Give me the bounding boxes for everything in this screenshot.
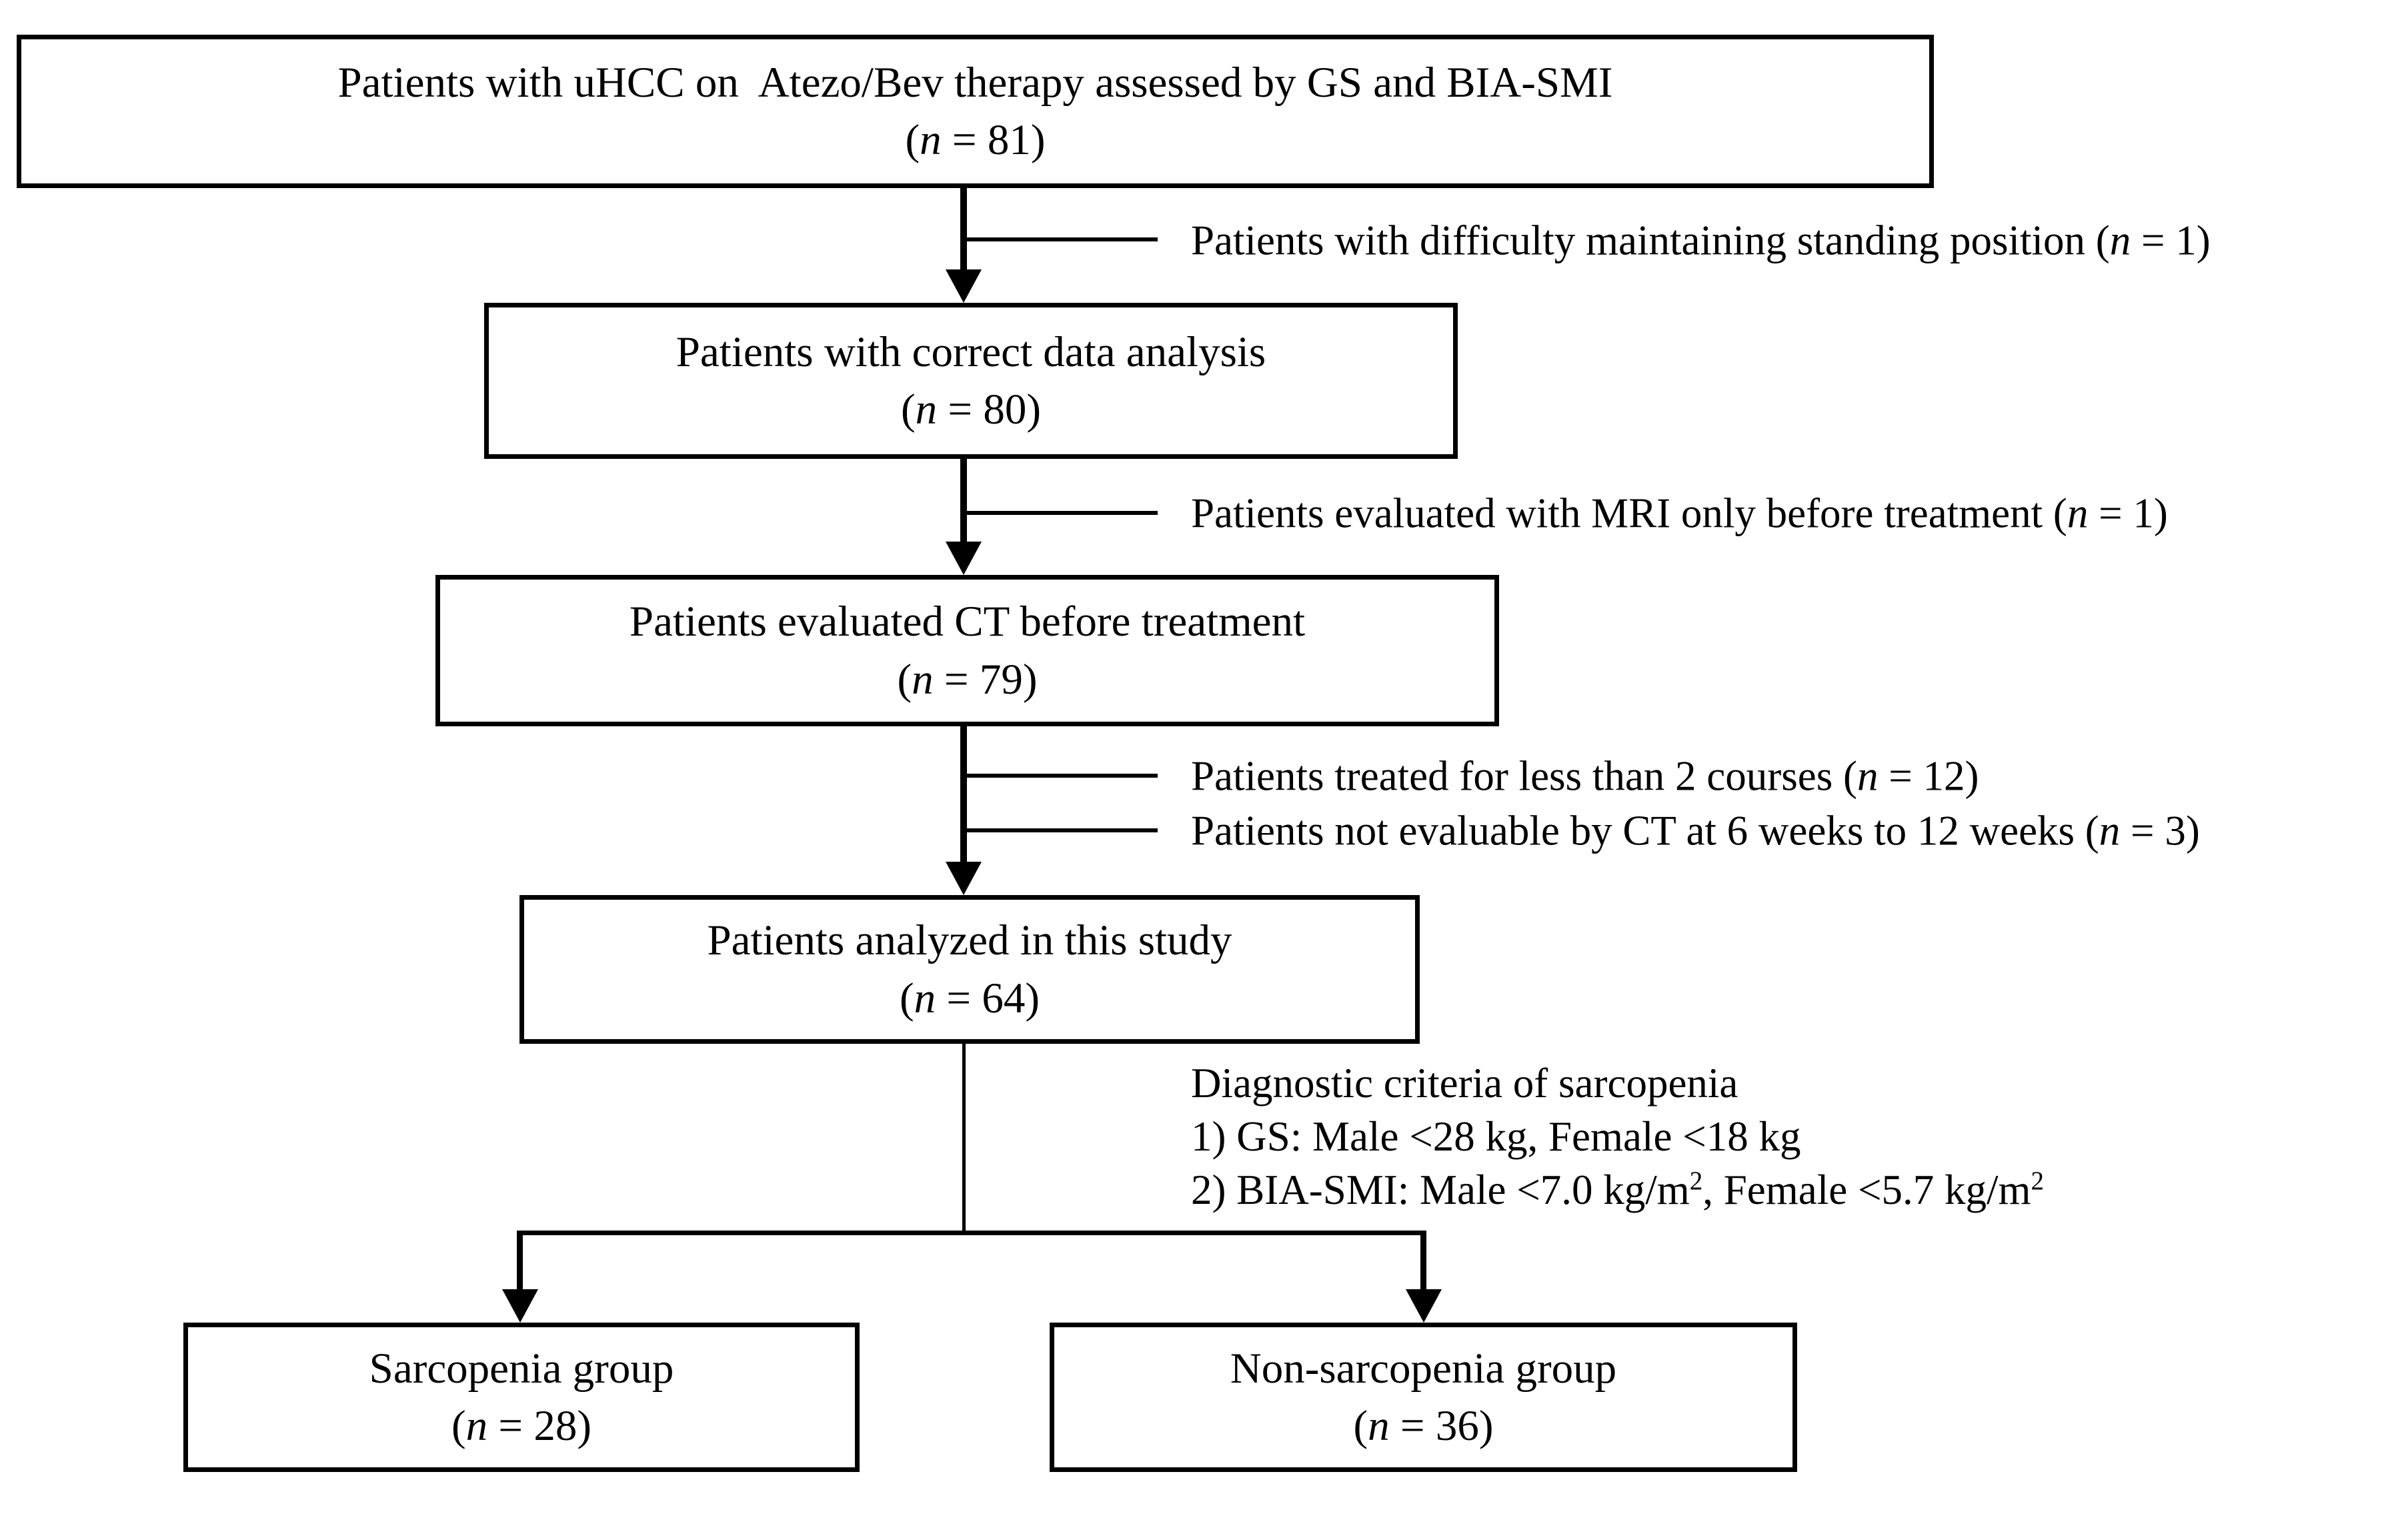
connector-analyzed-to-split (962, 1044, 966, 1233)
node-count: (n = 64) (900, 974, 1040, 1022)
node-count: (n = 79) (897, 655, 1038, 704)
connector-correct-to-ct (960, 459, 967, 543)
node-non-sarcopenia-group: Non-sarcopenia group (n = 36) (1050, 1323, 1797, 1472)
connector-split-to-non-sarcopenia (1420, 1233, 1426, 1291)
connector-uhcc-to-correct (960, 188, 967, 271)
diagnostic-criteria-note: Diagnostic criteria of sarcopenia 1) GS:… (1191, 1056, 2044, 1217)
split-line (517, 1231, 1426, 1235)
node-correct-data: Patients with correct data analysis (n =… (484, 303, 1458, 459)
node-label: Non-sarcopenia group (1230, 1344, 1617, 1393)
criteria-title: Diagnostic criteria of sarcopenia (1191, 1060, 1738, 1106)
criteria-item-gs: 1) GS: Male <28 kg, Female <18 kg (1191, 1113, 1801, 1160)
branch-line-exclusion-1 (964, 237, 1158, 241)
node-label: Patients evaluated CT before treatment (629, 598, 1306, 646)
exclusion-note-courses: Patients treated for less than 2 courses… (1191, 752, 1979, 800)
branch-line-exclusion-2 (964, 511, 1158, 515)
arrowhead-down-icon (946, 542, 982, 575)
node-count: (n = 28) (451, 1402, 591, 1450)
branch-line-exclusion-4 (964, 828, 1158, 832)
node-ct-before-treatment: Patients evaluated CT before treatment (… (435, 575, 1499, 726)
node-count: (n = 80) (901, 386, 1041, 434)
connector-ct-to-analyzed (960, 726, 967, 863)
exclusion-note-mri: Patients evaluated with MRI only before … (1191, 490, 2168, 537)
node-label: Patients analyzed in this study (707, 916, 1232, 965)
node-count: (n = 36) (1353, 1402, 1494, 1450)
node-label: Sarcopenia group (369, 1344, 674, 1393)
arrowhead-down-icon (1406, 1289, 1442, 1323)
arrowhead-down-icon (502, 1289, 538, 1323)
node-sarcopenia-group: Sarcopenia group (n = 28) (183, 1323, 860, 1472)
node-label: Patients with uHCC on Atezo/Bev therapy … (337, 58, 1613, 107)
arrowhead-down-icon (946, 269, 982, 303)
node-count: (n = 81) (905, 116, 1046, 164)
exclusion-note-not-evaluable: Patients not evaluable by CT at 6 weeks … (1191, 807, 2200, 854)
arrowhead-down-icon (946, 862, 982, 895)
branch-line-exclusion-3 (964, 774, 1158, 778)
connector-split-to-sarcopenia (517, 1233, 523, 1291)
exclusion-note-standing: Patients with difficulty maintaining sta… (1191, 217, 2211, 264)
criteria-item-bia-smi: 2) BIA-SMI: Male <7.0 kg/m2, Female <5.7… (1191, 1167, 2045, 1213)
node-uhcc-patients: Patients with uHCC on Atezo/Bev therapy … (17, 35, 1934, 188)
node-label: Patients with correct data analysis (676, 327, 1266, 376)
node-analyzed: Patients analyzed in this study (n = 64) (519, 895, 1420, 1044)
